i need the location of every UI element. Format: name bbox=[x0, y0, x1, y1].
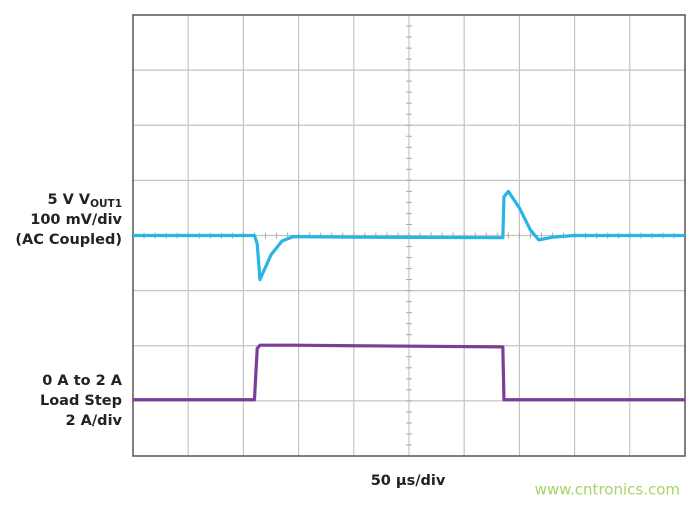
channel-name: 5 V V bbox=[47, 192, 90, 208]
trace bbox=[133, 189, 685, 282]
x-axis-label: 50 µs/div bbox=[371, 473, 446, 489]
channel-label: 2 A/div bbox=[66, 413, 123, 429]
channel-label: (AC Coupled) bbox=[15, 232, 122, 248]
channel-label: 5 V VOUT1 bbox=[47, 192, 122, 210]
watermark: www.cntronics.com bbox=[535, 481, 680, 499]
channel-subscript: OUT1 bbox=[90, 198, 122, 210]
trace bbox=[133, 343, 685, 402]
channel-label: Load Step bbox=[40, 393, 122, 409]
channel-label: 100 mV/div bbox=[30, 212, 122, 228]
channel-label: 0 A to 2 A bbox=[42, 373, 122, 389]
